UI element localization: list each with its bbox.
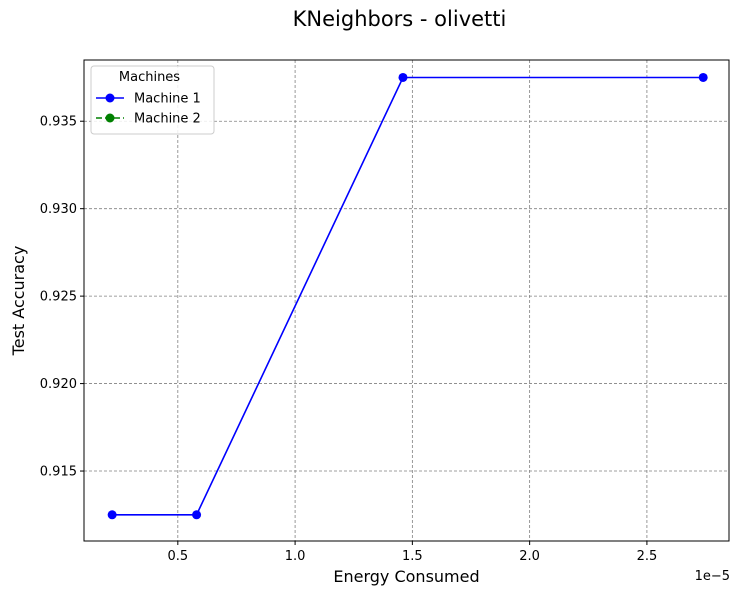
legend-marker [105,93,115,103]
legend-title: Machines [119,70,180,85]
y-axis-ticks: 0.915 0.920 0.925 0.930 0.935 [40,115,84,480]
y-axis-label: Test Accuracy [9,246,28,357]
legend: Machines Machine 1 Machine 2 [90,65,215,135]
y-tick-label: 0.925 [40,290,77,305]
chart-title: KNeighbors - olivetti [293,7,507,31]
x-axis-ticks: 0.5 1.0 1.5 2.0 2.5 [167,541,657,564]
data-point [192,510,202,520]
x-tick-label: 2.0 [519,549,540,564]
y-tick-label: 0.930 [40,202,77,217]
legend-box [90,65,215,135]
grid-lines [84,60,729,541]
x-tick-label: 1.0 [285,549,306,564]
x-axis-label: Energy Consumed [333,567,479,586]
x-tick-label: 2.5 [637,549,658,564]
x-tick-label: 1.5 [402,549,423,564]
data-point [398,72,408,82]
x-tick-label: 0.5 [167,549,188,564]
plot-frame [83,59,730,542]
legend-marker [105,113,115,123]
series-line [112,76,704,516]
series-1 [107,72,708,520]
data-point [107,510,117,520]
series-layer [107,72,708,520]
y-tick-label: 0.920 [40,377,77,392]
data-point [698,72,708,82]
legend-entry: Machine 1 [96,92,201,107]
x-axis-offset-label: 1e−5 [695,569,730,584]
y-tick-label: 0.935 [40,115,77,130]
y-tick-label: 0.915 [40,465,77,480]
legend-entry: Machine 2 [96,112,201,127]
legend-label: Machine 1 [134,92,201,107]
legend-label: Machine 2 [134,112,201,127]
